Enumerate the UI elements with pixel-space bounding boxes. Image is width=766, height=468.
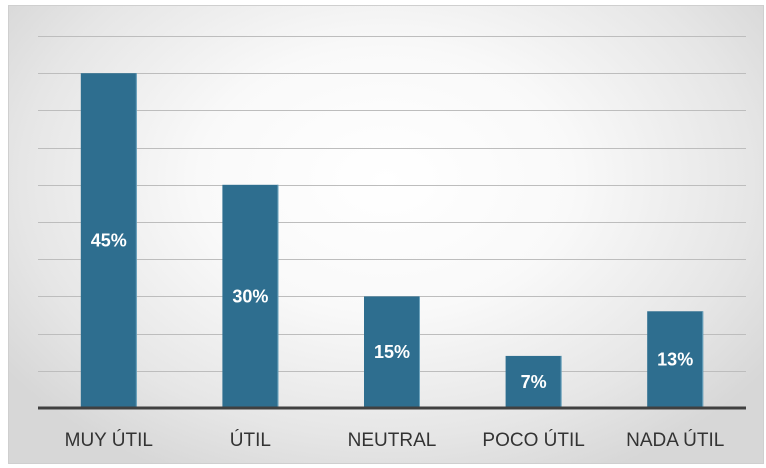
data-label: 7% — [521, 372, 547, 392]
bar-group — [505, 355, 562, 408]
bar-group — [647, 311, 704, 408]
data-label: 13% — [657, 350, 693, 370]
bar — [364, 296, 420, 408]
bar-group — [364, 296, 420, 408]
gridlines — [38, 36, 746, 372]
bar — [222, 184, 279, 408]
data-label: 45% — [91, 231, 127, 251]
data-label: 15% — [374, 342, 410, 362]
category-label: MUY ÚTIL — [65, 429, 153, 451]
category-label: POCO ÚTIL — [482, 429, 584, 451]
data-labels: 45% 30% 15% 7% 13% — [91, 231, 693, 392]
bar-group — [222, 184, 279, 408]
bar — [80, 73, 137, 408]
bar — [505, 355, 562, 408]
category-label: NEUTRAL — [348, 430, 437, 451]
bar-highlight — [560, 355, 562, 408]
bar-highlight — [702, 311, 704, 408]
bar-chart: 45% 30% 15% 7% 13% MUY ÚTIL ÚTIL NEUTRAL POCO Ú… — [38, 36, 746, 451]
bar-highlight — [277, 184, 279, 408]
bar-highlight — [419, 296, 420, 408]
data-label: 30% — [232, 286, 268, 306]
category-label: ÚTIL — [230, 429, 271, 451]
category-label: NADA ÚTIL — [626, 429, 724, 451]
bars — [80, 73, 704, 408]
category-tick-labels: MUY ÚTIL ÚTIL NEUTRAL POCO ÚTIL NADA ÚTIL — [65, 429, 725, 451]
chart-frame: 45% 30% 15% 7% 13% MUY ÚTIL ÚTIL NEUTRAL POCO Ú… — [8, 5, 764, 464]
bar — [647, 311, 704, 408]
bar-group — [80, 73, 137, 408]
bar-highlight — [135, 73, 137, 408]
